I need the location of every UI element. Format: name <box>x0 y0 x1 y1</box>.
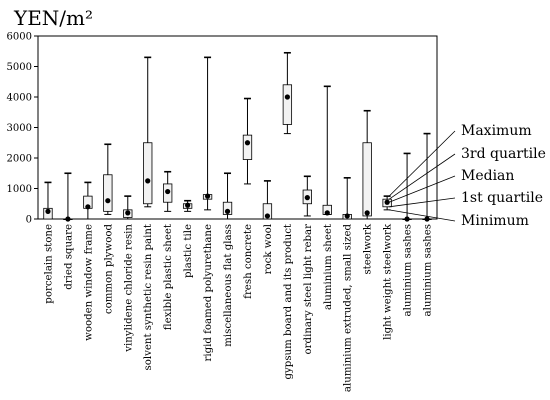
category-label: gypsum board and its product <box>283 223 294 379</box>
category-label: common plywood <box>103 224 114 315</box>
unit-label: YEN/m² <box>13 6 93 30</box>
legend-leader-line <box>388 153 456 200</box>
legend-label: 1st quartile <box>461 190 543 206</box>
box-4 <box>123 195 133 220</box>
category-label: steelwork <box>363 223 374 274</box>
category-label: plastic tile <box>183 224 194 278</box>
axes: 0 1000 2000 3000 4000 5000 6000 porcelain stone… <box>7 32 438 393</box>
median-dot <box>284 94 290 100</box>
median-dot <box>364 210 370 216</box>
median-dot <box>344 213 350 219</box>
box-0 <box>43 181 53 220</box>
box-14 <box>322 85 332 216</box>
iqr-box <box>262 203 273 220</box>
box-6 <box>163 170 173 212</box>
box-5 <box>143 56 153 208</box>
category-label: aluminium sashes <box>403 224 414 316</box>
box-13 <box>302 175 312 217</box>
iqr-box <box>143 142 153 205</box>
box-11 <box>262 180 273 220</box>
median-dot <box>304 195 310 201</box>
y-tick-label: 1000 <box>7 184 32 195</box>
median-dot <box>404 216 410 222</box>
y-tick-label: 2000 <box>7 154 32 165</box>
legend-leader-line <box>389 209 456 222</box>
y-tick-label: 3000 <box>7 123 32 134</box>
box-1 <box>63 172 73 222</box>
median-dot <box>424 216 430 222</box>
legend-label: Maximum <box>461 123 532 139</box>
iqr-box <box>222 201 233 215</box>
iqr-box <box>242 134 253 160</box>
median-dot <box>185 202 191 208</box>
legend-leader-line <box>389 197 456 208</box>
box-2 <box>83 181 93 220</box>
boxes <box>43 51 432 222</box>
legend-label: Median <box>461 168 514 184</box>
category-label: solvent synthetic resin paint <box>143 223 154 370</box>
median-dot <box>85 204 91 210</box>
median-dot <box>65 216 71 222</box>
median-dot <box>105 198 111 204</box>
category-label: aluminium sheet <box>323 223 334 310</box>
median-dot <box>224 208 231 214</box>
y-tick-label: 0 <box>26 215 32 226</box>
legend-label: 3rd quartile <box>461 146 546 162</box>
category-label: wooden window frame <box>83 224 94 341</box>
y-tick-label: 6000 <box>7 32 32 43</box>
median-dot <box>244 140 251 146</box>
box-18 <box>402 152 412 222</box>
box-9 <box>222 172 233 220</box>
median-dot <box>165 188 171 195</box>
iqr-box <box>282 84 293 125</box>
median-dot <box>204 193 211 199</box>
median-dot <box>264 213 271 219</box>
category-label: rigid foamed polyurethane <box>203 224 214 362</box>
legend: Maximum 3rd quartile Median 1st quartile Min… <box>388 123 546 229</box>
median-dot <box>384 199 390 205</box>
legend-leader-line <box>388 130 456 197</box>
category-label: aluminium sashes <box>423 224 434 316</box>
iqr-box <box>362 142 372 217</box>
median-dot <box>45 208 51 214</box>
box-16 <box>362 109 372 220</box>
box-17 <box>382 195 392 211</box>
legend-leader-line <box>388 175 456 203</box>
box-3 <box>103 143 113 215</box>
median-dot <box>145 178 151 184</box>
category-label: aluminium extruded, small sized <box>343 224 354 393</box>
category-label: vinylidene chloride resin <box>123 224 134 353</box>
category-label: porcelain stone <box>43 224 54 304</box>
category-label: fresh concrete <box>243 224 254 299</box>
y-tick-label: 4000 <box>7 93 32 104</box>
category-label: ordinary steel light rebar <box>303 224 314 355</box>
plot-frame <box>37 35 438 220</box>
legend-label: Minimum <box>461 213 529 229</box>
category-label: dried square <box>63 224 74 290</box>
box-7 <box>182 199 193 212</box>
box-12 <box>282 51 293 135</box>
iqr-box <box>103 174 113 212</box>
category-label: rock wool <box>263 224 274 274</box>
box-19 <box>422 132 432 222</box>
category-label: light weight steelwork <box>383 223 394 340</box>
box-8 <box>202 56 213 211</box>
box-15 <box>342 177 352 220</box>
median-dot <box>324 210 330 216</box>
box-10 <box>242 97 253 185</box>
category-label: miscellaneous flat glass <box>223 224 234 347</box>
median-dot <box>125 210 131 216</box>
y-tick-label: 5000 <box>7 62 32 73</box>
category-label: flexible plastic sheet <box>163 223 174 330</box>
